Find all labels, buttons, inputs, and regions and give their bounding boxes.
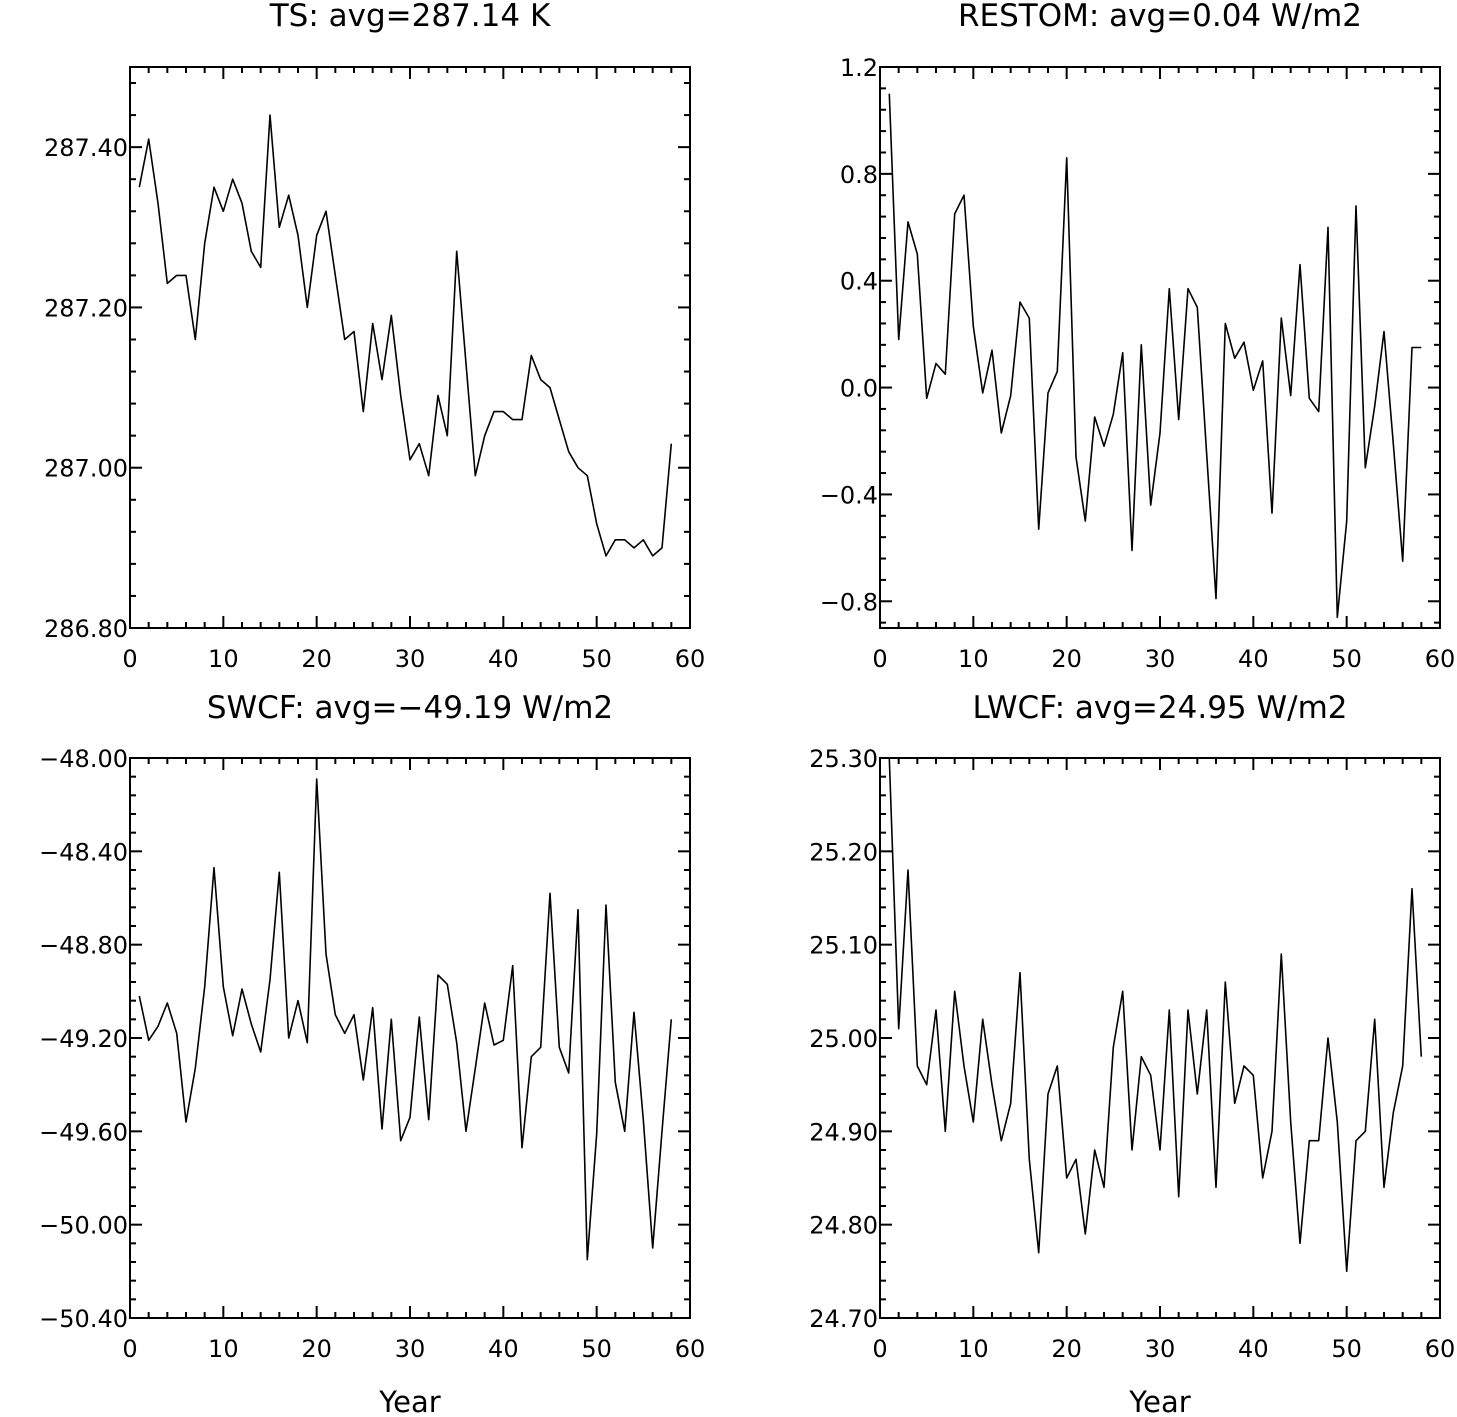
y-tick-label: 25.00	[809, 1025, 878, 1053]
panel-lwcf: LWCF: avg=24.95 W/m2 Year 0 10 20 30 40 50 60 2…	[809, 690, 1455, 1417]
y-tick-label: −49.60	[39, 1118, 128, 1146]
x-tick-label: 50	[1331, 645, 1362, 673]
y-tick-label: −0.4	[820, 481, 878, 509]
y-tick-label: 287.20	[44, 294, 128, 322]
x-tick-label: 40	[1238, 1335, 1269, 1363]
y-tick-label: 25.30	[809, 745, 878, 773]
plot-frame	[129, 66, 691, 629]
x-tick-label: 20	[1051, 645, 1082, 673]
x-tick-label: 60	[1425, 645, 1456, 673]
y-tick-label: 25.10	[809, 932, 878, 960]
y-tick-label: 1.2	[840, 54, 878, 82]
panel-title: SWCF: avg=−49.19 W/m2	[207, 690, 613, 726]
x-tick-label: 50	[581, 1335, 612, 1363]
panel-title: TS: avg=287.14 K	[269, 0, 551, 34]
y-tick-label: 287.40	[44, 134, 128, 162]
x-tick-label: 0	[122, 1335, 137, 1363]
x-tick-label: 60	[675, 645, 706, 673]
x-tick-label: 10	[208, 645, 239, 673]
y-tick-label: 287.00	[44, 455, 128, 483]
x-tick-label: 30	[1145, 1335, 1176, 1363]
plot-frame	[879, 66, 1441, 629]
panel-restom: RESTOM: avg=0.04 W/m2 0 10 20 30 40 50 60 −0.8 −…	[820, 0, 1456, 673]
x-tick-label: 10	[958, 645, 989, 673]
x-tick-label: 30	[395, 645, 426, 673]
panel-ts: TS: avg=287.14 K 0 10 20 30 40 50 60 286.80 287.…	[44, 0, 705, 673]
y-tick-label: −50.40	[39, 1305, 128, 1333]
x-tick-label: 0	[872, 1335, 887, 1363]
x-tick-label: 40	[488, 645, 519, 673]
x-tick-label: 0	[872, 645, 887, 673]
y-tick-label: 0.4	[840, 268, 878, 296]
plot-frame	[879, 757, 1441, 1319]
x-tick-label: 20	[301, 645, 332, 673]
y-tick-label: 0.0	[840, 375, 878, 403]
x-tick-label: 30	[1145, 645, 1176, 673]
x-tick-label: 20	[301, 1335, 332, 1363]
x-tick-label: 40	[488, 1335, 519, 1363]
y-tick-label: −48.40	[39, 838, 128, 866]
y-tick-label: −48.80	[39, 932, 128, 960]
x-tick-label: 40	[1238, 645, 1269, 673]
y-tick-label: −0.8	[820, 588, 878, 616]
panel-swcf: SWCF: avg=−49.19 W/m2 Year 0 10 20 30 40 50 60…	[39, 690, 705, 1417]
y-tick-label: 24.90	[809, 1118, 878, 1146]
x-tick-label: 0	[122, 645, 137, 673]
x-tick-label: 60	[1425, 1335, 1456, 1363]
x-tick-label: 50	[581, 645, 612, 673]
y-tick-label: −50.00	[39, 1212, 128, 1240]
x-tick-label: 20	[1051, 1335, 1082, 1363]
series-line	[888, 93, 1422, 619]
y-tick-label: 286.80	[44, 615, 128, 643]
series-line	[138, 778, 673, 1261]
series-line	[888, 757, 1423, 1273]
y-tick-label: 0.8	[840, 161, 878, 189]
panel-title: RESTOM: avg=0.04 W/m2	[958, 0, 1362, 34]
y-tick-label: −49.20	[39, 1025, 128, 1053]
y-tick-label: 25.20	[809, 838, 878, 866]
x-tick-label: 10	[958, 1335, 989, 1363]
plot-frame	[129, 757, 691, 1319]
series-line	[138, 114, 673, 557]
x-tick-label: 60	[675, 1335, 706, 1363]
panel-title: LWCF: avg=24.95 W/m2	[972, 690, 1347, 726]
x-tick-label: 30	[395, 1335, 426, 1363]
y-tick-label: 24.70	[809, 1305, 878, 1333]
y-tick-label: 24.80	[809, 1212, 878, 1240]
x-axis-label: Year	[378, 1385, 440, 1417]
y-tick-label: −48.00	[39, 745, 128, 773]
x-axis-label: Year	[1128, 1385, 1190, 1417]
x-tick-label: 10	[208, 1335, 239, 1363]
x-tick-label: 50	[1331, 1335, 1362, 1363]
